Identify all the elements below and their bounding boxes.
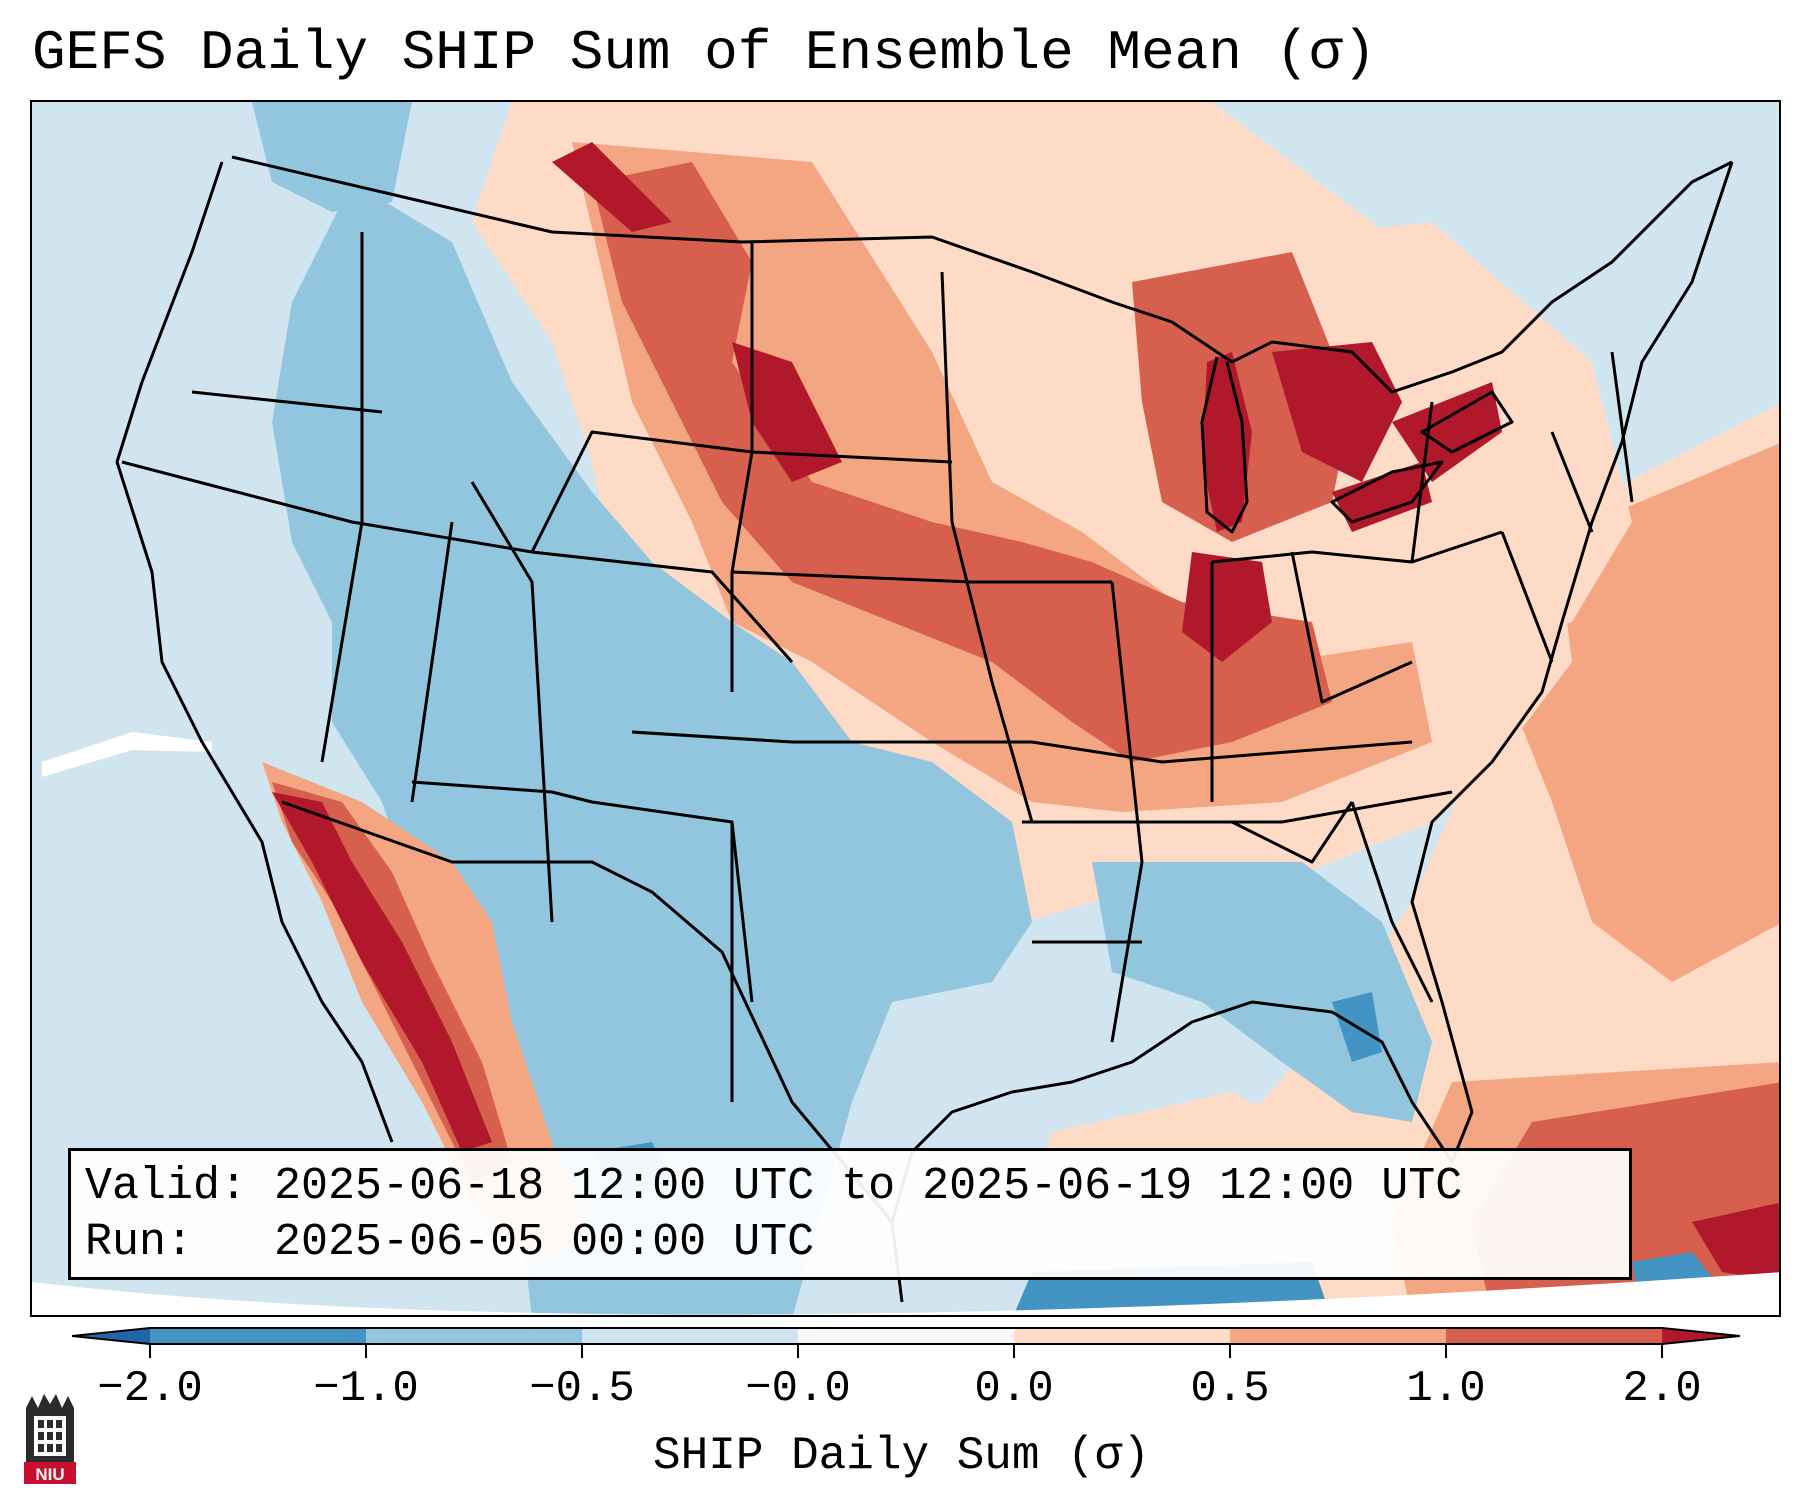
missing-data-streak bbox=[42, 732, 212, 777]
colorbar-segment bbox=[366, 1328, 582, 1344]
lake-erie-ontario bbox=[1330, 390, 1514, 524]
state-lines-east bbox=[1211, 351, 1634, 1003]
colorbar-tick-label: 1.0 bbox=[1406, 1364, 1486, 1414]
colorbar-tick-label: −2.0 bbox=[97, 1364, 203, 1414]
lake-michigan bbox=[1200, 356, 1249, 534]
colorbar-segment bbox=[798, 1328, 1014, 1344]
montana-extreme-field bbox=[552, 142, 672, 232]
state-lines-central bbox=[730, 242, 1453, 1043]
colorbar-tick-label: −0.0 bbox=[745, 1364, 851, 1414]
colorbar bbox=[72, 1327, 1741, 1358]
valid-value: 2025-06-18 12:00 UTC to 2025-06-19 12:00… bbox=[274, 1161, 1463, 1212]
colorbar-tick-label: 0.0 bbox=[974, 1364, 1054, 1414]
chart-title: GEFS Daily SHIP Sum of Ensemble Mean (σ) bbox=[32, 21, 1377, 85]
colorbar-segment bbox=[1446, 1328, 1662, 1344]
colorbar-title: SHIP Daily Sum (σ) bbox=[653, 1430, 1150, 1482]
run-value: 2025-06-05 00:00 UTC bbox=[274, 1217, 815, 1268]
colorbar-extension-high bbox=[1662, 1328, 1740, 1344]
run-row: Run: 2025-06-05 00:00 UTC bbox=[85, 1215, 1615, 1271]
southeast-negative-field bbox=[1092, 862, 1432, 1122]
colorbar-segments bbox=[72, 1327, 1741, 1345]
colorbar-tick-label: 2.0 bbox=[1622, 1364, 1702, 1414]
west-coastline bbox=[115, 161, 394, 1143]
pacific-negative-patch bbox=[252, 102, 412, 212]
caribbean-extreme-field bbox=[1692, 1202, 1779, 1282]
valid-row: Valid: 2025-06-18 12:00 UTC to 2025-06-1… bbox=[85, 1159, 1615, 1215]
canada-border bbox=[231, 155, 1113, 304]
great-lakes-extreme-field-2 bbox=[1272, 342, 1402, 482]
run-label: Run: bbox=[85, 1217, 194, 1268]
nebraska-extreme-field bbox=[732, 342, 842, 482]
colorbar-segment bbox=[150, 1328, 366, 1344]
logo-text: NIU bbox=[35, 1465, 64, 1484]
colorbar-segment bbox=[582, 1328, 798, 1344]
colorbar-tick-label: −0.5 bbox=[529, 1364, 635, 1414]
great-lakes-extreme-field-3 bbox=[1392, 382, 1502, 482]
great-lakes-extreme-field-4 bbox=[1332, 462, 1432, 532]
map-svg bbox=[32, 102, 1779, 1315]
colorbar-tick-label: 0.5 bbox=[1190, 1364, 1270, 1414]
colorbar-extension-low bbox=[72, 1328, 150, 1344]
colorbar-ticks bbox=[149, 1344, 1663, 1358]
valid-run-info-box: Valid: 2025-06-18 12:00 UTC to 2025-06-1… bbox=[68, 1148, 1632, 1280]
mexico-border bbox=[281, 800, 894, 1223]
projection-edge bbox=[32, 1272, 1779, 1315]
niu-logo: NIU bbox=[24, 1394, 76, 1484]
colorbar-tick-label: −1.0 bbox=[313, 1364, 419, 1414]
midwest-strong-field bbox=[592, 162, 1332, 762]
state-lines-west bbox=[121, 232, 794, 1102]
colorbar-segment bbox=[1014, 1328, 1230, 1344]
map-panel bbox=[30, 100, 1781, 1317]
great-lakes-extreme-field bbox=[1202, 352, 1252, 532]
great-lakes-shore bbox=[1111, 160, 1733, 394]
baja-extreme-field bbox=[272, 792, 492, 1152]
colorbar-segment bbox=[1230, 1328, 1446, 1344]
valid-label: Valid: bbox=[85, 1161, 248, 1212]
indiana-extreme-field bbox=[1182, 552, 1272, 662]
